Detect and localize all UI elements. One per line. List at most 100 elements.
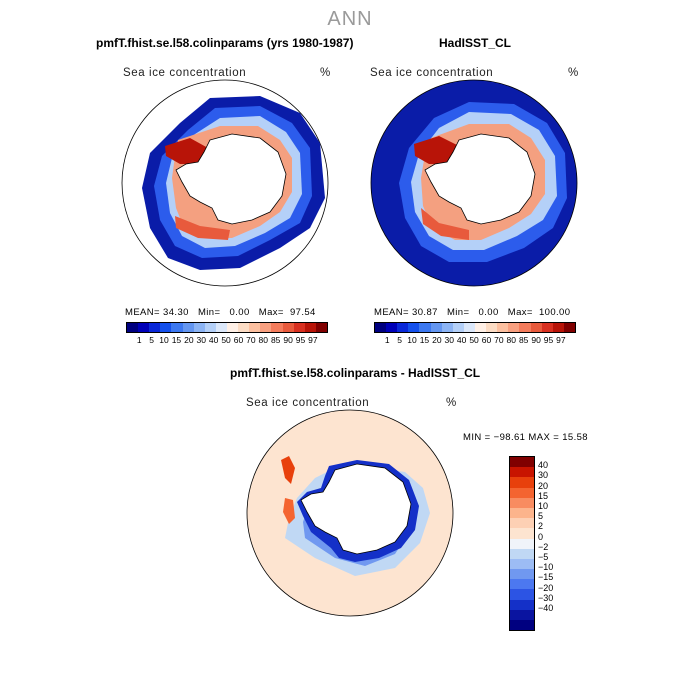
colorbar-swatch (510, 467, 534, 478)
diff-antarctica (300, 463, 412, 555)
colorbar-swatch (474, 323, 487, 332)
colorbar-swatch (510, 558, 534, 570)
colorbar-swatch (430, 323, 442, 332)
colorbar-tick-label: 10 (407, 335, 417, 345)
colorbar-swatch (304, 323, 316, 332)
obs-colorbar (374, 322, 576, 333)
colorbar-tick-label: 5 (149, 335, 154, 345)
colorbar-tick-label: 15 (171, 335, 182, 345)
colorbar-swatch (541, 323, 553, 332)
colorbar-swatch (193, 323, 205, 332)
colorbar-swatch (171, 323, 183, 332)
colorbar-tick-label: 70 (494, 335, 504, 345)
colorbar-tick-label: 10 (538, 501, 549, 511)
colorbar-swatch (563, 323, 575, 332)
colorbar-swatch (138, 323, 150, 332)
model-stats: MEAN= 34.30 Min= 0.00 Max= 97.54 (125, 307, 316, 318)
colorbar-swatch (510, 477, 534, 488)
colorbar-swatch (226, 323, 239, 332)
colorbar-swatch (375, 323, 387, 332)
colorbar-swatch (510, 497, 534, 508)
model-ice-hot-spot (165, 138, 208, 164)
colorbar-swatch (271, 323, 283, 332)
colorbar-swatch (215, 323, 227, 332)
colorbar-tick-label: 15 (419, 335, 430, 345)
colorbar-swatch (249, 323, 261, 332)
colorbar-tick-label: 95 (543, 335, 554, 345)
colorbar-swatch (508, 323, 520, 332)
colorbar-swatch (293, 323, 305, 332)
colorbar-swatch (510, 507, 534, 519)
colorbar-swatch (397, 323, 409, 332)
colorbar-tick-label: 1 (384, 335, 390, 345)
colorbar-tick-label: 5 (397, 335, 402, 345)
colorbar-tick-label: 20 (184, 335, 194, 345)
colorbar-swatch (510, 548, 534, 559)
colorbar-tick-label: 50 (221, 335, 231, 345)
colorbar-swatch (486, 323, 498, 332)
colorbar-tick-label: 60 (481, 335, 492, 345)
colorbar-tick-label: −15 (538, 572, 554, 583)
model-ice-hot-spot-2 (175, 216, 230, 240)
obs-stats: MEAN= 30.87 Min= 0.00 Max= 100.00 (374, 307, 571, 318)
diff-variable-label: Sea ice concentration (246, 397, 370, 409)
colorbar-tick-label: 10 (159, 335, 169, 345)
colorbar-tick-label: −2 (538, 541, 549, 552)
colorbar-tick-label: 2 (538, 521, 544, 532)
obs-colorbar-labels: 1 5 10 15 20 30 40 50 60 70 80 85 90 95 97 (381, 335, 567, 345)
colorbar-swatch (552, 323, 564, 332)
colorbar-tick-label: −5 (538, 552, 549, 562)
colorbar-swatch (530, 323, 542, 332)
colorbar-tick-label: 1 (136, 335, 142, 345)
colorbar-tick-label: 60 (233, 335, 244, 345)
colorbar-swatch (238, 323, 250, 332)
obs-polar-map (370, 79, 578, 287)
colorbar-swatch (510, 528, 534, 539)
colorbar-swatch (408, 323, 420, 332)
colorbar-tick-label: −30 (538, 592, 554, 603)
colorbar-swatch (510, 579, 534, 590)
colorbar-swatch (519, 323, 531, 332)
colorbar-swatch (282, 323, 294, 332)
model-colorbar (126, 322, 328, 333)
colorbar-swatch (510, 487, 534, 498)
colorbar-swatch (452, 323, 464, 332)
colorbar-swatch (510, 538, 534, 549)
colorbar-swatch (127, 323, 139, 332)
colorbar-swatch (510, 599, 534, 610)
model-panel-title: pmfT.fhist.se.l58.colinparams (yrs 1980-… (96, 36, 354, 50)
colorbar-swatch (510, 457, 534, 468)
colorbar-tick-label: 95 (295, 335, 306, 345)
colorbar-tick-label: −40 (538, 603, 554, 613)
colorbar-tick-label: 30 (538, 470, 549, 481)
colorbar-swatch (204, 323, 216, 332)
colorbar-swatch (441, 323, 453, 332)
diff-red-streak (281, 456, 295, 484)
colorbar-tick-label: 15 (538, 490, 549, 501)
colorbar-tick-label: −10 (538, 562, 554, 573)
colorbar-swatch (149, 323, 161, 332)
colorbar-tick-label: 90 (531, 335, 541, 345)
colorbar-tick-label: 90 (283, 335, 293, 345)
obs-panel-title: HadISST_CL (439, 36, 512, 50)
colorbar-tick-label: 97 (556, 335, 566, 345)
model-units-label: % (320, 67, 331, 79)
colorbar-swatch (510, 620, 534, 631)
colorbar-tick-label: 30 (196, 335, 206, 345)
obs-units-label: % (568, 67, 579, 79)
colorbar-tick-label: 97 (308, 335, 318, 345)
colorbar-tick-label: 30 (444, 335, 454, 345)
diff-panel-title: pmfT.fhist.se.l58.colinparams - HadISST_… (230, 366, 481, 380)
colorbar-swatch (315, 323, 327, 332)
diff-polar-map (246, 409, 454, 617)
colorbar-tick-label: 0 (538, 531, 544, 542)
colorbar-tick-label: 40 (456, 335, 467, 345)
colorbar-tick-label: 50 (469, 335, 479, 345)
colorbar-tick-label: 85 (270, 335, 281, 345)
colorbar-swatch (260, 323, 272, 332)
colorbar-tick-label: 80 (258, 335, 268, 345)
colorbar-swatch (463, 323, 475, 332)
obs-variable-label: Sea ice concentration (370, 67, 494, 79)
colorbar-swatch (510, 609, 534, 620)
model-colorbar-labels: 1 5 10 15 20 30 40 50 60 70 80 85 90 95 97 (133, 335, 319, 345)
